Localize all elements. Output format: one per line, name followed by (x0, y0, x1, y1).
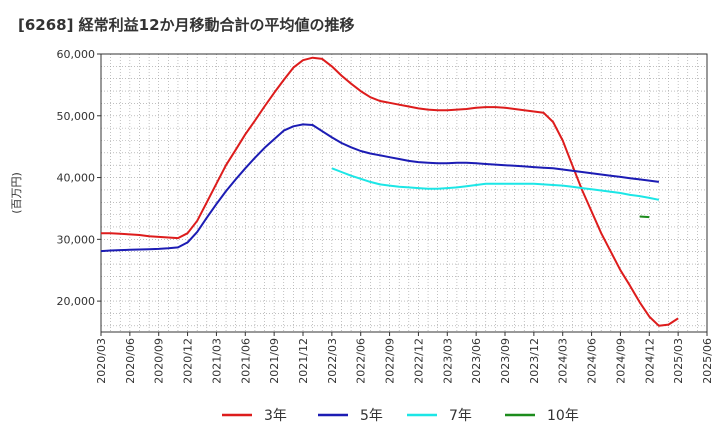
x-tick-label: 2023/09 (499, 338, 512, 384)
series-line-4 (639, 215, 650, 219)
x-tick-label: 2023/06 (470, 338, 483, 384)
x-tick-label: 2022/06 (355, 338, 368, 384)
plot-area-background (101, 54, 707, 332)
series-lines (100, 56, 679, 327)
x-tick-label: 2022/09 (384, 338, 397, 384)
series-line-3 (331, 167, 660, 201)
legend-label-1: 3年 (264, 408, 287, 424)
x-tick-label: 2022/12 (412, 338, 425, 384)
x-axis: 2020/03 2020/06 2020/09 2020/12 2021/03 2021/… (95, 332, 714, 384)
x-tick-label: 2021/09 (268, 338, 281, 384)
y-tick-label: 60,000 (57, 48, 96, 61)
y-tick-label: 20,000 (57, 295, 96, 308)
y-tick-label: 30,000 (57, 233, 96, 246)
x-tick-label: 2020/06 (124, 338, 137, 384)
x-tick-label: 2024/09 (614, 338, 627, 384)
series-line-1 (101, 56, 679, 327)
y-tick-label: 50,000 (57, 110, 96, 123)
x-tick-label: 2020/12 (182, 338, 195, 384)
x-tick-label: 2023/03 (441, 338, 454, 384)
y-tick-label: 40,000 (57, 172, 96, 185)
y-axis-label: (百万円) (10, 172, 23, 214)
chart-title: [6268] 経常利益12か月移動合計の平均値の推移 (18, 16, 355, 34)
x-tick-label: 2022/03 (326, 338, 339, 384)
legend-label-2: 5年 (360, 408, 383, 424)
y-grid (101, 66, 707, 327)
x-tick-label: 2024/03 (557, 338, 570, 384)
x-tick-label: 2020/03 (95, 338, 108, 384)
legend: 3年 5年 7年 10年 (222, 408, 579, 424)
x-tick-label: 2024/06 (586, 338, 599, 384)
x-tick-label: 2021/03 (210, 338, 223, 384)
y-axis: 20,000 30,000 40,000 50,000 60,000 (57, 48, 101, 308)
x-grid (110, 54, 698, 332)
x-tick-label: 2021/06 (239, 338, 252, 384)
x-tick-label: 2021/12 (297, 338, 310, 384)
legend-label-4: 10年 (547, 408, 579, 424)
plot-area-frame (100, 53, 708, 333)
x-tick-label: 2024/12 (643, 338, 656, 384)
legend-label-3: 7年 (449, 408, 472, 424)
x-tick-label: 2025/06 (701, 338, 714, 384)
series-line-2 (100, 123, 660, 253)
x-tick-label: 2020/09 (153, 338, 166, 384)
x-tick-label: 2025/03 (672, 338, 685, 384)
x-tick-label: 2023/12 (528, 338, 541, 384)
